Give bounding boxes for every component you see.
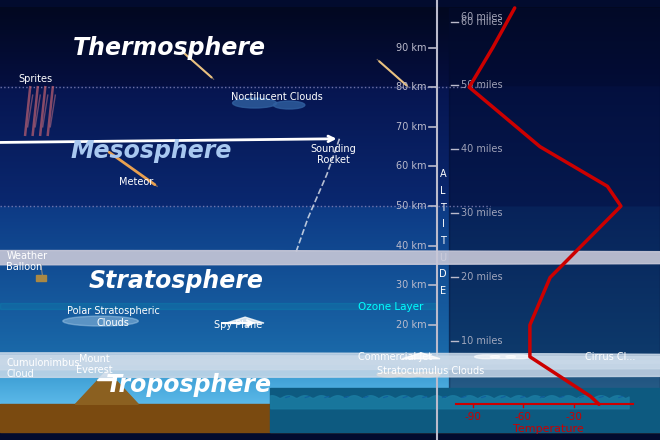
Text: Meteor: Meteor <box>119 177 154 187</box>
Text: T: T <box>440 236 446 246</box>
Bar <box>449 8 660 404</box>
Ellipse shape <box>63 316 139 326</box>
Text: 40 miles: 40 miles <box>461 144 502 154</box>
Text: 90 km: 90 km <box>396 43 427 52</box>
Ellipse shape <box>377 372 403 377</box>
Ellipse shape <box>490 355 515 359</box>
Text: 20 km: 20 km <box>396 320 427 330</box>
Circle shape <box>0 356 660 370</box>
Bar <box>271 389 660 432</box>
Text: 60 km: 60 km <box>396 161 427 172</box>
Text: 50 km: 50 km <box>396 201 427 211</box>
Text: T: T <box>440 203 446 213</box>
Text: Weather
Balloon: Weather Balloon <box>7 251 48 272</box>
Ellipse shape <box>506 355 531 359</box>
Circle shape <box>0 250 660 265</box>
Ellipse shape <box>273 101 305 109</box>
Text: -60: -60 <box>515 412 531 422</box>
Text: Noctilucent Clouds: Noctilucent Clouds <box>231 92 323 102</box>
Text: Ozone Layer: Ozone Layer <box>358 302 424 312</box>
Text: Thermosphere: Thermosphere <box>73 36 266 59</box>
Polygon shape <box>75 370 139 404</box>
Bar <box>0 303 437 309</box>
Text: 70 km: 70 km <box>396 122 427 132</box>
Polygon shape <box>226 317 264 323</box>
Text: Stratocumulus Clouds: Stratocumulus Clouds <box>377 366 484 376</box>
Text: 10 miles: 10 miles <box>461 336 502 345</box>
Ellipse shape <box>415 372 440 377</box>
Text: A: A <box>440 169 446 180</box>
Ellipse shape <box>396 372 421 377</box>
Text: Polar Stratospheric
Clouds: Polar Stratospheric Clouds <box>67 306 160 328</box>
Bar <box>36 275 46 282</box>
Text: Mesosphere: Mesosphere <box>70 139 232 163</box>
Text: Mount
Everest: Mount Everest <box>76 354 113 375</box>
Text: Commercial Jet: Commercial Jet <box>358 352 432 362</box>
Text: 80 km: 80 km <box>396 82 427 92</box>
Text: E: E <box>440 286 446 296</box>
Ellipse shape <box>475 355 500 359</box>
Text: 30 km: 30 km <box>396 280 427 290</box>
Text: 60 miles: 60 miles <box>461 12 502 22</box>
Ellipse shape <box>232 98 277 108</box>
Text: Sounding
Rocket: Sounding Rocket <box>310 144 356 165</box>
Text: Sprites: Sprites <box>19 74 53 84</box>
Text: 10 km: 10 km <box>396 359 427 370</box>
Text: 40 km: 40 km <box>396 241 427 251</box>
Text: 30 miles: 30 miles <box>461 208 502 218</box>
Text: Troposphere: Troposphere <box>106 373 271 396</box>
Text: Cirrus Cl...: Cirrus Cl... <box>585 352 635 362</box>
Text: L: L <box>440 186 446 196</box>
Text: 60 miles: 60 miles <box>461 17 502 26</box>
Polygon shape <box>98 370 116 381</box>
Text: I: I <box>442 220 445 229</box>
Text: Cumulonimbus
Cloud: Cumulonimbus Cloud <box>7 358 80 379</box>
Text: 20 miles: 20 miles <box>461 272 502 282</box>
Text: U: U <box>440 253 447 263</box>
Circle shape <box>0 353 660 365</box>
Bar <box>0 404 660 432</box>
Text: D: D <box>440 269 447 279</box>
Text: Stratosphere: Stratosphere <box>88 269 263 293</box>
Polygon shape <box>403 353 440 359</box>
Text: Temperature: Temperature <box>513 424 584 434</box>
Circle shape <box>0 360 660 378</box>
Text: Spy Plane: Spy Plane <box>214 320 262 330</box>
Text: -30: -30 <box>565 412 582 422</box>
Text: -90: -90 <box>464 412 481 422</box>
Text: 50 miles: 50 miles <box>461 81 502 90</box>
